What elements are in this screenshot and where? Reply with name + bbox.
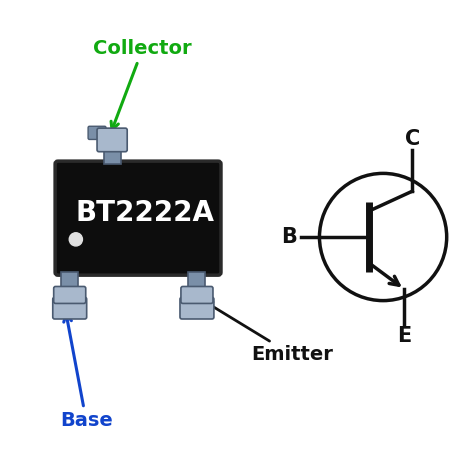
- FancyBboxPatch shape: [104, 146, 120, 164]
- FancyBboxPatch shape: [189, 273, 205, 290]
- Text: Emitter: Emitter: [204, 301, 333, 365]
- FancyBboxPatch shape: [61, 273, 78, 290]
- Text: BT2222A: BT2222A: [76, 200, 215, 228]
- Text: E: E: [397, 326, 411, 346]
- FancyBboxPatch shape: [181, 286, 213, 303]
- Circle shape: [69, 233, 82, 246]
- FancyBboxPatch shape: [54, 286, 86, 303]
- Text: Base: Base: [60, 314, 113, 430]
- FancyBboxPatch shape: [97, 128, 127, 152]
- FancyBboxPatch shape: [88, 126, 106, 139]
- Text: C: C: [405, 129, 420, 149]
- Text: Collector: Collector: [93, 39, 192, 130]
- FancyBboxPatch shape: [53, 297, 87, 319]
- FancyBboxPatch shape: [55, 161, 221, 275]
- FancyBboxPatch shape: [180, 297, 214, 319]
- Text: B: B: [281, 227, 297, 247]
